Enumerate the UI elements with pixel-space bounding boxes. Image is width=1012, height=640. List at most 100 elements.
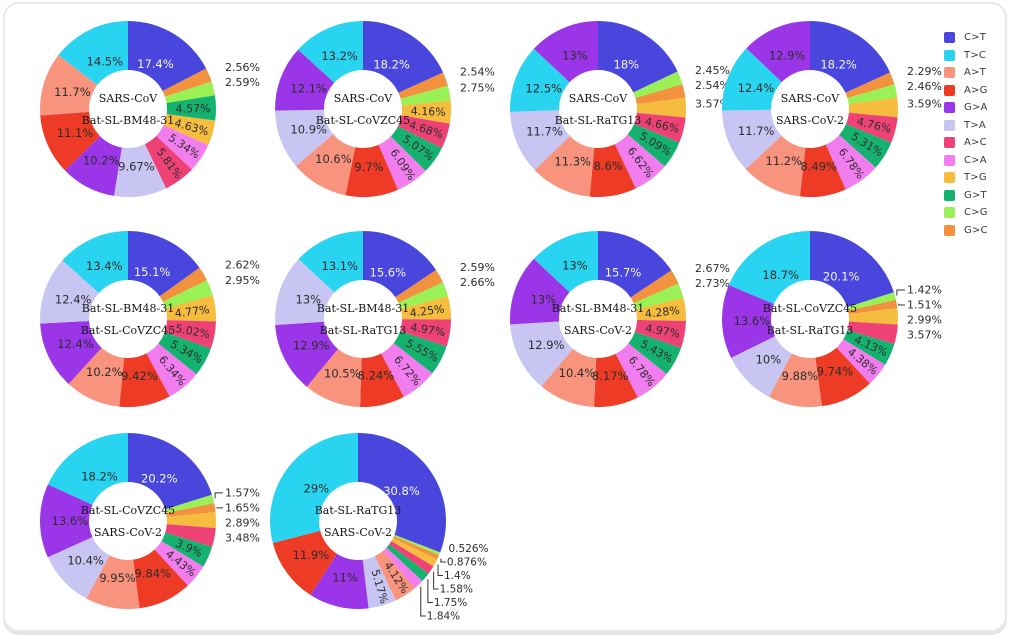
slice-t-g [810,308,898,325]
label-leader-line [440,558,446,563]
slice-label: 8.17% [592,369,629,383]
legend-label: T>G [964,172,987,184]
chart-center-subtitle: Bat-SL-CoVZC45 [316,114,410,127]
slice-label: 9.74% [817,365,854,379]
slice-label: 2.75% [460,81,495,94]
chart-center-title: SARS-CoV [334,92,393,105]
slice-label: 1.84% [427,611,460,623]
donut-chart-9: 20.2%3.9%4.43%9.84%9.95%10.4%13.6%18.2%1… [40,433,260,610]
donut-hole [559,280,637,358]
legend-label: G>T [964,189,987,201]
slice-label: 1.65% [225,501,260,514]
slice-label: 13.6% [52,514,89,528]
slice-label: 8.49% [800,159,837,173]
donut-hole [89,482,167,560]
slice-label: 1.75% [434,597,467,609]
chart-center-subtitle: Bat-SL-RaTG13 [767,324,854,337]
slice-label: 12.4% [738,81,775,95]
slice-label: 2.45% [695,64,730,77]
slice-label: 18.7% [762,268,799,282]
label-leader-line [214,492,223,499]
slice-t-g [128,512,217,529]
slice-g-t [128,95,216,121]
slice-label: 2.89% [225,516,260,529]
slice-label: 9.67% [118,160,155,174]
slice-label: 10.4% [67,554,104,568]
legend-swatch-icon [944,32,955,44]
label-leader-line [433,571,439,590]
donut-chart-3: 18%4.66%5.09%6.62%8.6%11.3%11.7%12.5%13%… [509,21,730,197]
slice-label: 3.57% [695,98,730,111]
legend-label: A>C [964,137,987,149]
legend-label: T>C [964,49,987,61]
donut-chart-4: 18.2%4.76%5.31%6.78%8.49%11.2%11.7%12.4%… [721,20,942,197]
chart-center-title: Bat-SL-BM48-31 [82,302,174,315]
donut-hole [319,482,397,560]
slice-label: 9.7% [354,160,383,174]
legend-label: C>T [964,32,987,44]
slice-t-g [598,97,686,118]
donut-hole [771,280,849,358]
slice-label: 2.59% [460,261,495,274]
slice-label: 2.95% [225,274,260,287]
slice-label: 2.54% [460,66,495,79]
slice-label: 12.9% [528,338,565,352]
legend-item-t-a: T>A [944,117,988,135]
legend-swatch-icon [944,224,955,236]
slice-label: 18.2% [373,58,410,72]
slice-label: 2.54% [695,79,730,92]
slice-label: 2.62% [225,259,260,272]
slice-label: 8.24% [358,369,395,383]
chart-center-subtitle: SARS-CoV-2 [324,526,392,539]
slice-label: 14.5% [87,55,124,69]
slice-label: 4.57% [176,102,211,115]
chart-center-title: Bat-SL-CoVZC45 [763,302,857,315]
chart-center-title: SARS-CoV [99,92,158,105]
slice-label: 10.6% [315,152,352,166]
legend-swatch-icon [944,49,955,61]
slice-label: 11.7% [526,125,563,139]
slice-label: 11.2% [766,154,803,168]
slice-label: 3.59% [907,97,942,110]
legend-item-t-c: T>C [944,47,988,65]
slice-label: 1.4% [444,570,471,582]
slice-label: 2.67% [695,262,730,275]
donut-chart-2: 18.2%4.16%4.68%5.07%6.09%9.7%10.6%10.9%1… [275,21,495,197]
slice-label: 8.6% [593,159,622,173]
donut-hole [771,70,849,148]
slice-label: 17.4% [137,57,174,71]
donut-chart-7: 15.7%4.28%4.97%5.43%6.78%8.17%10.4%12.9%… [509,231,730,407]
slice-label: 1.51% [907,299,942,312]
donut-chart-5: 15.1%4.77%5.02%5.34%6.34%9.42%10.2%12.4%… [39,231,260,408]
donut-chart-10: 30.8%4.12%5.17%11%11.9%29%0.526%0.876%1.… [270,433,489,623]
slice-label: 11.9% [293,548,330,562]
label-leader-line [427,579,433,603]
chart-center-subtitle: SARS-CoV-2 [776,114,844,127]
chart-center-title: SARS-CoV [781,92,840,105]
donut-hole [559,70,637,148]
slice-label: 2.66% [460,276,495,289]
slice-label: 11.3% [554,154,591,168]
chart-center-title: Bat-SL-BM48-31 [552,302,644,315]
label-leader-line [896,289,905,296]
slice-label: 30.8% [383,484,420,498]
slice-label: 3.48% [225,531,260,544]
slice-label: 2.73% [695,277,730,290]
slice-label: 4.28% [644,304,680,321]
legend-swatch-icon [944,102,955,114]
slice-label: 13.1% [322,259,359,273]
slice-label: 4.97% [644,322,681,341]
chart-center-title: Bat-SL-BM48-31 [317,302,409,315]
slice-label: 15.1% [134,265,171,279]
slice-label: 12.5% [525,82,562,96]
slice-label: 1.42% [907,284,942,297]
chart-center-subtitle: Bat-SL-CoVZC45 [81,324,175,337]
chart-center-title: Bat-SL-RaTG13 [315,504,402,517]
legend-item-t-g: T>G [944,169,988,187]
legend-item-c-g: C>G [944,204,988,222]
slice-label: 20.1% [823,269,860,283]
slice-label: 3.57% [907,329,942,342]
chart-center-title: SARS-CoV [569,92,628,105]
chart-center-subtitle: Bat-SL-RaTG13 [555,114,642,127]
